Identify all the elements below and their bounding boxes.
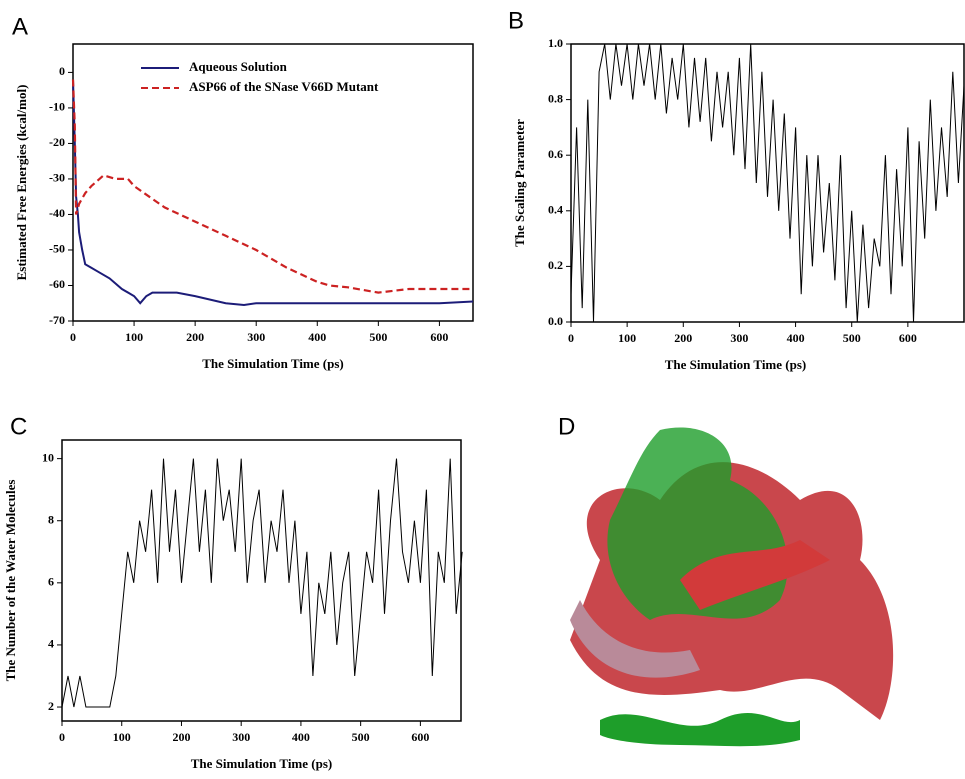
y-tick-label: 8	[48, 512, 54, 526]
y-tick-label: 6	[48, 575, 54, 589]
x-tick-label: 400	[787, 331, 805, 345]
data-line	[72, 79, 474, 307]
helix	[570, 600, 700, 678]
x-tick-label: 300	[232, 730, 250, 744]
x-tick-label: 600	[411, 730, 429, 744]
x-tick-label: 400	[308, 330, 326, 344]
y-tick-label: 0	[59, 64, 65, 78]
x-tick-label: 200	[674, 331, 692, 345]
y-tick-label: 10	[42, 450, 54, 464]
x-tick-label: 500	[369, 330, 387, 344]
y-tick-label: 0.8	[548, 91, 563, 105]
plot-frame	[72, 43, 474, 322]
y-tick-label: -50	[49, 242, 65, 256]
helix	[600, 712, 800, 747]
data-line	[71, 79, 473, 294]
x-tick-label: 500	[843, 331, 861, 345]
y-tick-label: -10	[49, 100, 65, 114]
panel-label: D	[558, 413, 575, 440]
y-tick-label: 0.4	[548, 203, 563, 217]
y-axis-label: The Scaling Parameter	[512, 119, 527, 247]
x-tick-label: 300	[247, 330, 265, 344]
y-axis-label: Estimated Free Energies (kcal/mol)	[14, 85, 29, 281]
y-tick-label: 0.2	[548, 258, 563, 272]
x-tick-label: 0	[70, 330, 76, 344]
plot-frame	[570, 43, 965, 323]
x-tick-label: 600	[899, 331, 917, 345]
legend-label: ASP66 of the SNase V66D Mutant	[189, 79, 379, 94]
y-tick-label: -20	[49, 135, 65, 149]
x-tick-label: 0	[568, 331, 574, 345]
x-axis-label: The Simulation Time (ps)	[202, 356, 343, 371]
x-tick-label: 200	[186, 330, 204, 344]
panel-label: B	[508, 7, 524, 34]
x-tick-label: 600	[430, 330, 448, 344]
data-line	[61, 458, 463, 708]
x-tick-label: 500	[352, 730, 370, 744]
x-tick-label: 0	[59, 730, 65, 744]
y-axis-label: The Number of the Water Molecules	[3, 480, 18, 682]
strand	[680, 540, 830, 610]
y-tick-label: 2	[48, 699, 54, 713]
plot-frame	[61, 439, 462, 722]
y-tick-label: 0.6	[548, 147, 563, 161]
y-tick-label: 0.0	[548, 314, 563, 328]
y-tick-label: -40	[49, 206, 65, 220]
panel-label: C	[10, 413, 27, 440]
data-line	[570, 43, 965, 323]
y-tick-label: -60	[49, 277, 65, 291]
legend-label: Aqueous Solution	[189, 59, 288, 74]
x-tick-label: 100	[113, 730, 131, 744]
panel-label: A	[12, 13, 28, 40]
y-tick-label: 4	[48, 637, 54, 651]
y-tick-label: 1.0	[548, 36, 563, 50]
x-tick-label: 300	[730, 331, 748, 345]
x-axis-label: The Simulation Time (ps)	[191, 756, 332, 771]
y-tick-label: -70	[49, 313, 65, 327]
x-tick-label: 200	[172, 730, 190, 744]
x-tick-label: 400	[292, 730, 310, 744]
protein-structure	[570, 427, 894, 747]
x-tick-label: 100	[618, 331, 636, 345]
x-axis-label: The Simulation Time (ps)	[665, 357, 806, 372]
x-tick-label: 100	[125, 330, 143, 344]
y-tick-label: -30	[49, 171, 65, 185]
